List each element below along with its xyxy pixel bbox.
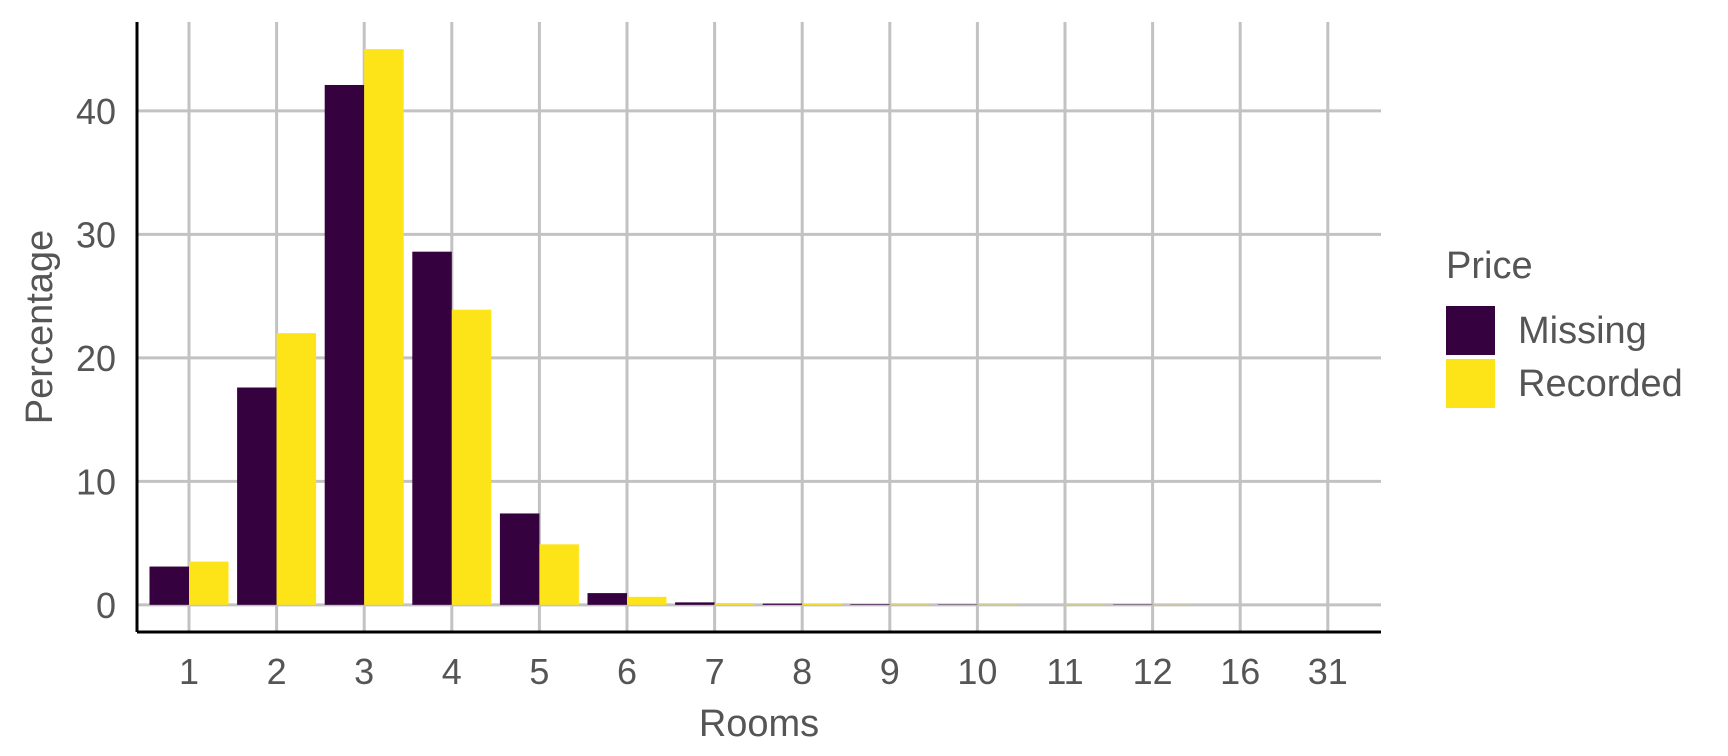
- x-tick-label: 16: [1220, 651, 1260, 692]
- bar-missing: [762, 603, 803, 605]
- y-tick-label: 0: [96, 585, 116, 626]
- legend-swatch-recorded: [1446, 359, 1495, 408]
- legend-label-missing: Missing: [1518, 310, 1647, 352]
- y-tick-label: 30: [76, 214, 116, 255]
- bar-recorded: [276, 333, 317, 605]
- legend: Price Missing Recorded: [1446, 245, 1683, 408]
- y-tick-labels: 0 10 20 30 40: [76, 91, 116, 626]
- bar-missing: [850, 604, 890, 605]
- bar-recorded: [714, 602, 755, 605]
- y-axis-title: Percentage: [19, 230, 61, 424]
- bar-missing: [499, 513, 540, 605]
- bar-missing: [675, 602, 715, 605]
- y-tick-label: 40: [76, 91, 116, 132]
- grid-lines: [137, 22, 1381, 632]
- x-tick-label: 4: [442, 651, 462, 692]
- y-tick-label: 10: [76, 461, 116, 502]
- legend-items: Missing Recorded: [1446, 306, 1683, 408]
- legend-title: Price: [1446, 245, 1533, 287]
- x-tick-label: 6: [617, 651, 637, 692]
- x-tick-label: 10: [957, 651, 997, 692]
- x-tick-label: 3: [354, 651, 374, 692]
- x-tick-label: 2: [267, 651, 287, 692]
- x-tick-labels: 1 2 3 4 5 6 7 8 9 10 11 12 16 31: [179, 651, 1348, 692]
- axes: [135, 22, 1381, 634]
- x-tick-label: 31: [1308, 651, 1348, 692]
- x-tick-label: 11: [1046, 651, 1083, 692]
- bar-missing: [149, 566, 189, 605]
- bar-recorded: [802, 603, 842, 605]
- x-tick-label: 7: [705, 651, 725, 692]
- y-tick-label: 20: [76, 338, 116, 379]
- bar-missing: [587, 593, 627, 605]
- x-tick-label: 9: [880, 651, 900, 692]
- bar-recorded: [451, 309, 492, 605]
- x-tick-label: 12: [1133, 651, 1173, 692]
- bar-recorded: [364, 49, 404, 605]
- legend-swatch-missing: [1446, 306, 1495, 355]
- x-tick-label: 8: [792, 651, 812, 692]
- x-tick-label: 1: [179, 651, 199, 692]
- bar-missing: [324, 84, 365, 605]
- bar-recorded: [627, 596, 667, 605]
- x-tick-label: 5: [529, 651, 549, 692]
- x-axis-title: Rooms: [699, 703, 819, 745]
- bar-missing: [412, 251, 452, 605]
- bar-missing: [237, 387, 277, 605]
- bar-recorded: [189, 561, 229, 605]
- legend-label-recorded: Recorded: [1518, 363, 1683, 405]
- bar-series: [149, 49, 1193, 605]
- bar-recorded: [539, 544, 579, 605]
